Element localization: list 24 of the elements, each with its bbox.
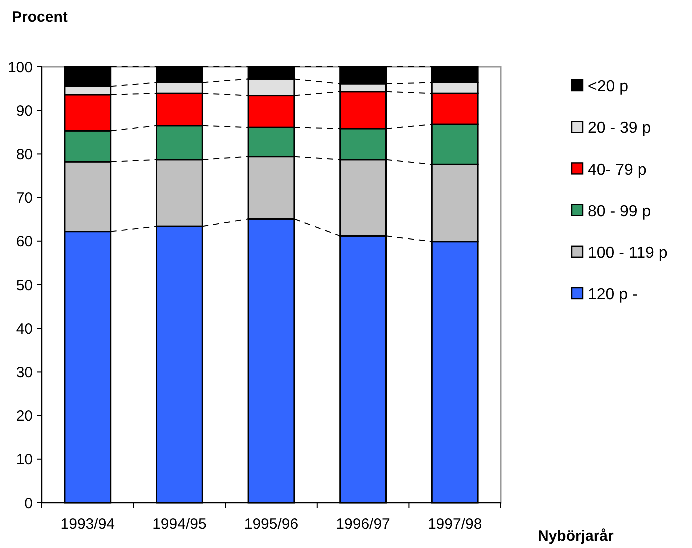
y-tick-label: 10 [16,452,33,469]
y-tick-label: 0 [24,495,33,512]
y-tick-label: 100 [8,59,33,76]
y-tick-label: 80 [16,146,33,164]
legend-label: 120 p - [588,286,638,304]
legend-label: <20 p [588,78,629,96]
legend-label: 100 - 119 p [588,245,668,262]
x-tick-label: 1994/95 [152,516,207,533]
x-tick-label: 1997/98 [428,516,482,533]
y-tick-label: 30 [16,364,33,382]
y-axis-title: Procent [12,9,68,26]
x-tick-label: 1995/96 [244,516,299,533]
x-axis-title: Nybörjarår [538,528,614,545]
x-tick-label: 1996/97 [336,516,390,533]
legend-label: 40- 79 p [588,162,647,179]
legend-label: 20 - 39 p [588,120,652,138]
y-tick-label: 90 [16,102,33,120]
y-tick-label: 20 [16,408,33,426]
y-tick-label: 70 [16,190,33,208]
x-tick-label: 1993/94 [60,516,116,533]
y-tick-label: 50 [16,277,33,294]
y-tick-label: 60 [16,234,33,251]
legend-label: 80 - 99 p [588,203,652,220]
y-tick-label: 40 [16,320,33,338]
